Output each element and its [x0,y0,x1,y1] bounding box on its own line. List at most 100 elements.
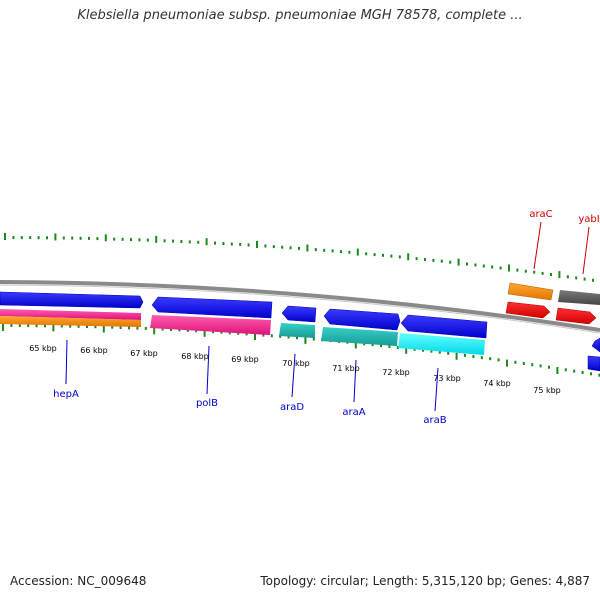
gene-label-araC[interactable]: araC [529,209,552,220]
gc-mark [323,248,326,252]
gc-mark [457,258,460,266]
gc-mark [522,362,525,365]
kbp-label: 75 kbp [533,386,561,395]
gene-arrow-yabI-red[interactable] [555,307,597,325]
gc-mark [548,365,550,369]
gc-mark [247,243,250,247]
gc-mark [222,242,225,245]
gc-mark [264,244,267,248]
gc-mark [424,258,426,261]
gene-bar-orange-left[interactable] [0,316,141,327]
gc-mark [382,253,384,257]
leader-yabI [582,226,590,275]
gc-mark [136,326,139,330]
gc-mark [491,265,494,269]
gc-mark [430,349,433,353]
gc-mark [590,372,592,376]
leader-araC [533,221,542,270]
gc-mark [88,236,90,240]
gc-mark [514,360,517,364]
gc-mark [556,367,559,374]
gene-arrow-araB[interactable] [400,314,488,339]
gc-mark [86,325,88,328]
gc-mark [281,245,284,249]
gc-mark [2,324,4,331]
backbone-shadow [0,284,600,334]
kbp-label: 68 kbp [181,352,209,361]
gc-mark [398,255,401,259]
gc-mark [69,324,72,328]
gc-mark [71,236,74,240]
gc-mark [388,345,391,348]
gene-label-polB[interactable]: polB [196,398,218,409]
gc-mark [575,276,578,280]
gene-label-araD[interactable]: araD [280,402,304,413]
gc-mark [180,240,183,243]
accession-label: Accession: NC_009648 [10,574,147,588]
kbp-label: 74 kbp [483,379,511,388]
gc-mark [186,328,189,332]
gc-mark [205,238,208,246]
gc-mark [239,243,242,246]
gc-mark [212,330,214,334]
backbone [0,280,600,332]
gc-mark [188,240,191,244]
gene-arrow-araA[interactable] [323,308,401,331]
gc-mark [474,263,477,267]
gc-mark [449,260,452,264]
gc-mark [499,266,502,270]
gc-mark [581,371,584,374]
gc-mark [272,245,275,249]
kbp-label: 67 kbp [130,349,158,358]
gene-bar-teal-araD[interactable] [279,323,315,338]
gc-mark [230,242,233,246]
gc-mark [564,368,567,372]
gc-mark [121,237,124,241]
gc-content-track-lower [2,324,600,377]
gc-mark [407,253,410,261]
gc-mark [524,269,527,273]
gene-arrow-araC-red[interactable] [505,301,551,319]
gc-mark [455,352,458,360]
gene-arrow-araD[interactable] [281,305,317,323]
gc-mark [365,252,368,256]
kbp-label: 70 kbp [282,359,310,368]
gene-arrow-yabI-gray[interactable] [558,290,600,305]
gene-bar-cyan-araB[interactable] [398,333,485,355]
gene-arrow-hepA[interactable] [0,291,144,309]
gene-label-araA[interactable]: araA [342,407,365,418]
gc-mark [472,355,475,358]
gene-arrow-right-edge-2[interactable] [587,355,600,372]
gc-mark [405,346,408,354]
gc-mark [128,326,130,330]
gene-arrow-araC[interactable] [507,282,554,301]
gc-mark [531,363,534,367]
gc-mark [254,333,256,340]
gc-mark [12,236,15,239]
gc-mark [37,236,40,240]
gene-label-hepA[interactable]: hepA [53,389,79,400]
gc-mark [558,271,561,279]
gc-mark [533,270,536,274]
gene-bar-pink-left[interactable] [0,309,141,320]
gene-bar-pink-polB[interactable] [150,315,271,335]
gene-label-yabI[interactable]: yabI [578,214,599,225]
gc-mark [480,356,483,360]
gc-mark [306,244,309,252]
gc-mark [287,335,290,339]
gc-mark [304,336,307,344]
gc-mark [415,257,418,261]
gc-content-track-upper [4,233,594,282]
gc-mark [245,332,248,336]
gene-bar-teal-araA[interactable] [321,327,398,346]
gc-mark [432,258,435,262]
gene-label-araB[interactable]: araB [423,415,446,426]
gc-mark [170,328,172,331]
gc-mark [52,324,55,332]
gc-mark [111,325,114,329]
gene-arrow-polB[interactable] [151,296,273,319]
kbp-label: 66 kbp [80,346,108,355]
gc-mark [422,348,424,352]
gene-arrow-right-edge[interactable] [591,337,600,353]
